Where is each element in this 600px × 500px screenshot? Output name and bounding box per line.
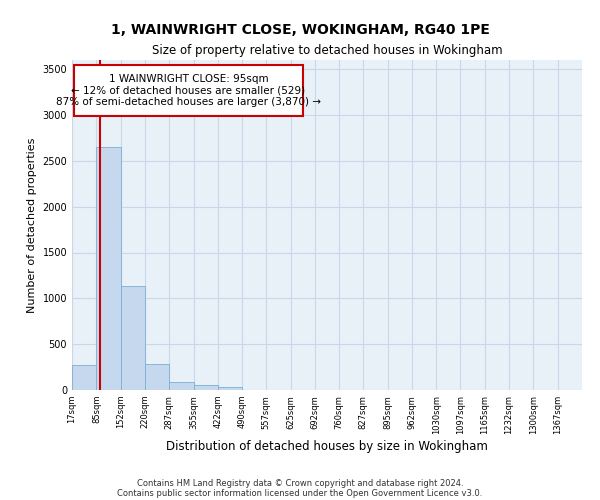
Bar	[74, 64, 303, 116]
Bar	[169, 382, 194, 390]
Text: Contains HM Land Registry data © Crown copyright and database right 2024.: Contains HM Land Registry data © Crown c…	[137, 478, 463, 488]
Bar	[194, 385, 218, 390]
Text: Contains public sector information licensed under the Open Government Licence v3: Contains public sector information licen…	[118, 488, 482, 498]
Text: 1, WAINWRIGHT CLOSE, WOKINGHAM, RG40 1PE: 1, WAINWRIGHT CLOSE, WOKINGHAM, RG40 1PE	[110, 22, 490, 36]
X-axis label: Distribution of detached houses by size in Wokingham: Distribution of detached houses by size …	[166, 440, 488, 452]
Bar	[72, 365, 97, 390]
Bar	[145, 364, 169, 390]
Bar	[97, 147, 121, 390]
Bar	[121, 286, 145, 390]
Bar	[218, 387, 242, 390]
Y-axis label: Number of detached properties: Number of detached properties	[27, 138, 37, 312]
Text: 1 WAINWRIGHT CLOSE: 95sqm
← 12% of detached houses are smaller (529)
87% of semi: 1 WAINWRIGHT CLOSE: 95sqm ← 12% of detac…	[56, 74, 321, 107]
Title: Size of property relative to detached houses in Wokingham: Size of property relative to detached ho…	[152, 44, 502, 58]
